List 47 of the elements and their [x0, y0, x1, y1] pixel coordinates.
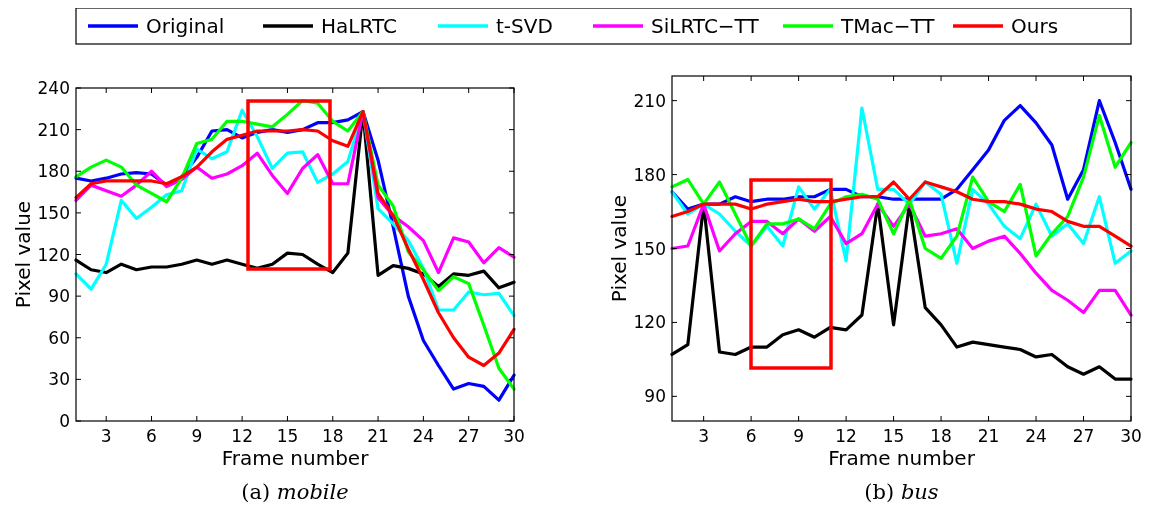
x-tick-label: 12	[835, 426, 857, 446]
y-tick-label: 180	[37, 161, 70, 182]
legend-label: t-SVD	[496, 14, 553, 38]
legend-label: Original	[146, 14, 225, 38]
x-tick-label: 6	[146, 426, 157, 446]
y-tick-label: 90	[48, 286, 70, 307]
y-tick-label: 240	[37, 78, 70, 98]
x-tick-label: 15	[276, 426, 299, 446]
x-tick-label: 24	[412, 426, 435, 446]
y-tick-label: 30	[48, 369, 70, 390]
legend-label: HaLRTC	[321, 14, 397, 38]
x-axis-title: Frame number	[828, 446, 976, 470]
x-tick-label: 3	[698, 426, 710, 446]
line-series	[670, 180, 1133, 248]
x-tick-label: 21	[367, 426, 389, 446]
y-axis-title: Pixel value	[607, 194, 631, 303]
text: (b) bus	[864, 480, 939, 504]
y-tick-label: 90	[644, 386, 666, 407]
text: (a) mobile	[241, 480, 349, 504]
y-tick-label: 150	[633, 238, 666, 259]
y-tick-label: 180	[633, 164, 666, 185]
x-tick-label: 9	[191, 426, 203, 446]
y-tick-label: 210	[633, 90, 666, 111]
x-tick-label: 15	[882, 426, 905, 446]
y-axis-title: Pixel value	[11, 200, 35, 309]
x-tick-label: 3	[100, 426, 112, 446]
x-tick-label: 27	[457, 426, 480, 446]
legend-label: SiLRTC−TT	[651, 14, 760, 38]
x-tick-label: 6	[745, 426, 757, 446]
x-tick-label: 30	[503, 426, 525, 446]
x-tick-label: 18	[321, 426, 344, 446]
legend-label: Ours	[1011, 14, 1059, 38]
x-tick-label: 18	[930, 426, 952, 446]
y-tick-label: 210	[37, 119, 70, 140]
x-axis-title: Frame number	[221, 446, 370, 470]
legend-label: TMac−TT	[840, 14, 936, 38]
y-tick-label: 0	[59, 411, 70, 431]
y-tick-label: 120	[37, 244, 70, 265]
y-tick-label: 60	[48, 327, 70, 348]
x-tick-label: 21	[977, 426, 1000, 446]
y-tick-label: 120	[633, 312, 666, 333]
x-tick-label: 30	[1120, 426, 1142, 446]
x-tick-label: 9	[793, 426, 805, 446]
x-tick-label: 12	[231, 426, 253, 446]
x-tick-label: 27	[1072, 426, 1095, 446]
x-tick-label: 24	[1025, 426, 1047, 446]
y-tick-label: 150	[37, 202, 70, 223]
